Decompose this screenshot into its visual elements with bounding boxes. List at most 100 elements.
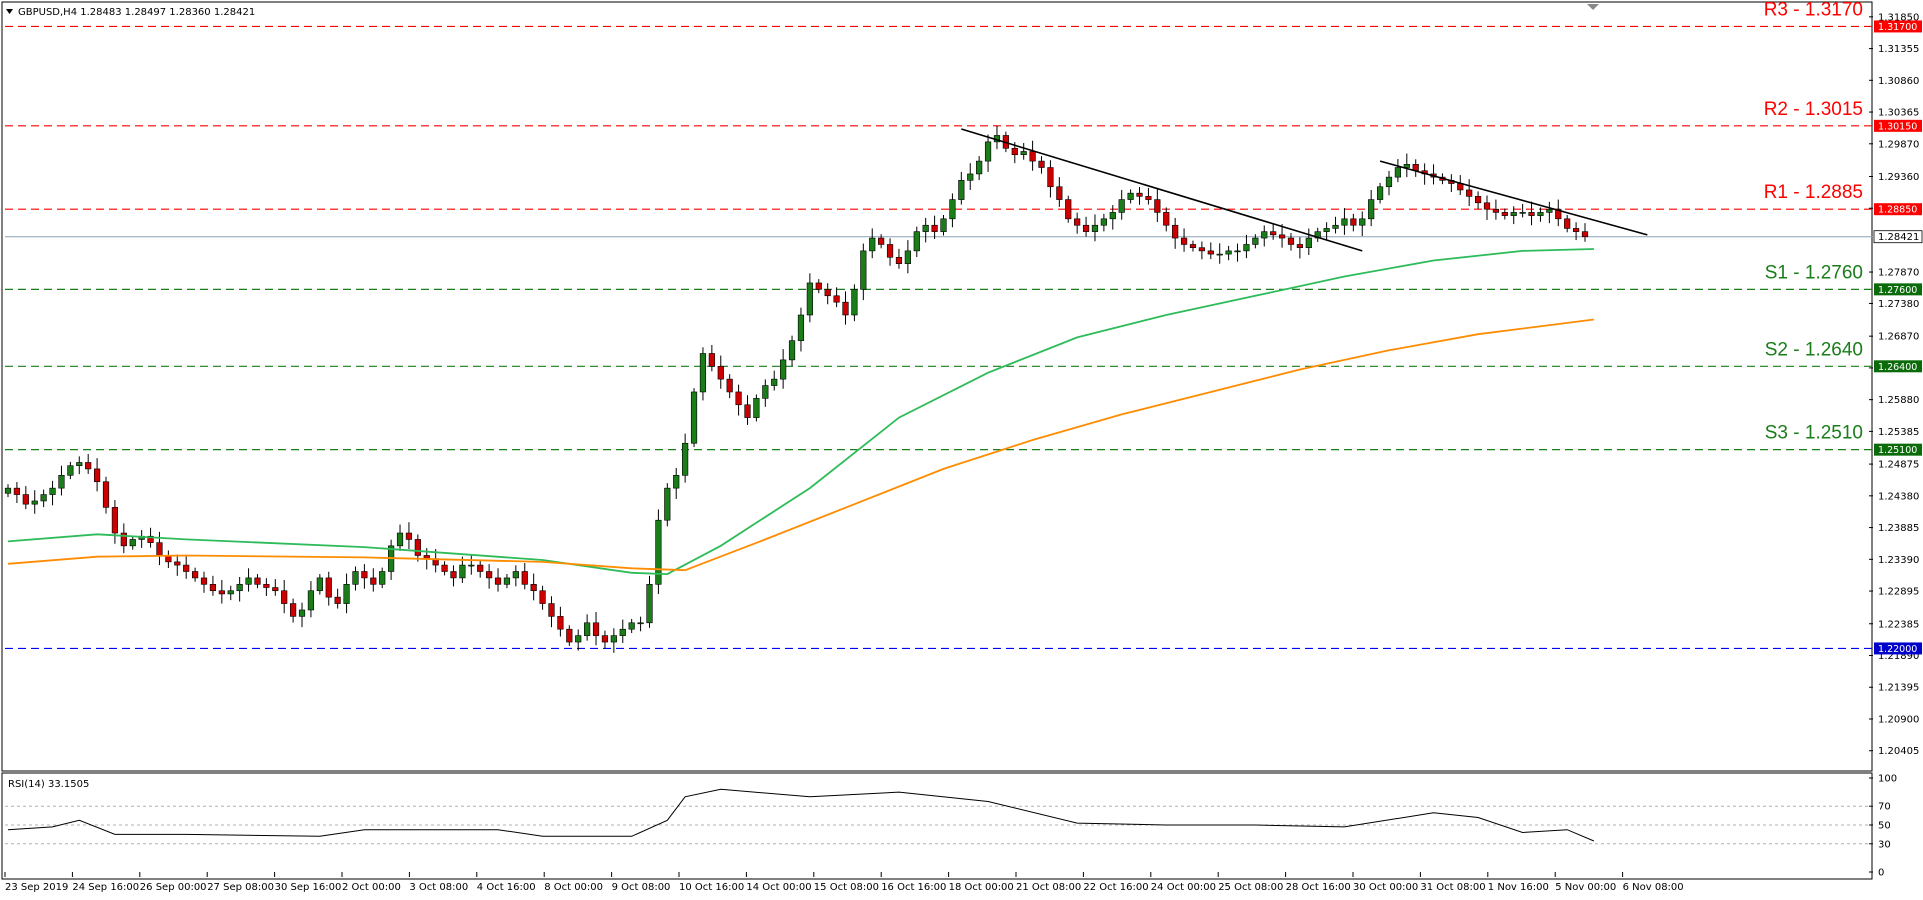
candle: [1207, 242, 1214, 260]
candle-body-down: [1555, 208, 1562, 220]
candle: [102, 476, 110, 514]
candle: [129, 535, 136, 550]
candle-body-up: [1519, 212, 1526, 214]
candle-body-down: [1528, 212, 1535, 216]
candle: [673, 468, 680, 499]
candle-body-up: [762, 385, 769, 399]
candle-body-down: [494, 577, 502, 585]
candle: [619, 619, 626, 643]
chart-menu-triangle-icon[interactable]: [6, 9, 13, 14]
candle-body-up: [575, 635, 582, 643]
candle: [860, 243, 867, 301]
candle: [753, 394, 760, 422]
candle: [352, 566, 359, 591]
candle: [1510, 206, 1517, 225]
y-tick-label: 1.21395: [1878, 683, 1919, 694]
candle: [1047, 160, 1054, 198]
candle-body-up: [851, 289, 858, 316]
candle-body-up: [459, 564, 466, 579]
candle: [76, 456, 83, 475]
candle: [1234, 243, 1241, 262]
candle-body-down: [530, 584, 537, 592]
level-pill-text-r2: 1.30150: [1878, 121, 1917, 132]
candle: [379, 567, 386, 589]
x-tick-label: 27 Sep 08:00: [207, 882, 274, 893]
candle: [682, 433, 689, 483]
candle: [984, 134, 992, 172]
candle: [334, 588, 341, 609]
candle: [40, 489, 47, 508]
candle-body-down: [1074, 218, 1081, 226]
candle: [174, 554, 181, 576]
candle: [414, 534, 421, 562]
rsi-tick-label: 0: [1878, 868, 1884, 879]
candle-body-up: [1234, 250, 1241, 253]
candle-body-up: [298, 609, 306, 617]
candle-body-down: [726, 378, 733, 393]
candle-body-up: [610, 635, 617, 643]
candle: [1243, 234, 1250, 259]
candle: [1163, 207, 1170, 232]
candle: [1359, 211, 1366, 237]
candle: [361, 564, 368, 589]
candle: [183, 555, 190, 579]
candle: [1564, 214, 1571, 233]
candle: [1082, 216, 1090, 237]
candle-body-down: [1082, 224, 1090, 232]
candle-body-up: [1118, 199, 1125, 213]
ma-fast-line: [7, 248, 1594, 576]
candle-body-up: [1537, 212, 1544, 216]
candle-body-down: [93, 468, 101, 483]
candle-body-down: [334, 596, 341, 604]
candle-body-down: [1564, 218, 1571, 229]
x-tick-label: 24 Oct 00:00: [1151, 882, 1216, 893]
candle: [307, 581, 315, 618]
y-tick-label: 1.22385: [1878, 619, 1919, 630]
candle-body-down: [1492, 208, 1500, 213]
candle: [254, 574, 261, 589]
candle-body-up: [628, 622, 635, 630]
candle: [370, 568, 377, 592]
level-pill-text-s3: 1.25100: [1878, 445, 1917, 456]
symbol-ohlc-text: GBPUSD,H4 1.28483 1.28497 1.28360 1.2842…: [18, 7, 255, 18]
candle-body-down: [548, 603, 555, 617]
candle: [1216, 243, 1223, 264]
candle: [1528, 201, 1535, 226]
candle: [1189, 240, 1197, 252]
candle-body-down: [450, 571, 457, 579]
candle-body-down: [601, 635, 609, 643]
candle-body-up: [1376, 186, 1384, 200]
candle: [468, 554, 475, 575]
chart-shift-marker-icon[interactable]: [1587, 4, 1599, 10]
candle-body-down: [1029, 151, 1036, 162]
candle-body-up: [984, 141, 992, 162]
candles: [4, 125, 1589, 653]
candle: [290, 598, 297, 623]
candle-body-down: [1056, 186, 1063, 200]
candle: [1252, 234, 1259, 249]
level-pill-floor: [1874, 642, 1922, 655]
candle: [521, 563, 528, 590]
candle: [405, 522, 413, 550]
candle: [1145, 187, 1152, 205]
candle-body-up: [780, 359, 787, 380]
candle: [1474, 191, 1482, 209]
moving-averages: [7, 248, 1595, 576]
candle: [111, 500, 119, 544]
candle: [1074, 212, 1081, 234]
candle: [1296, 237, 1303, 259]
level-pill-text-r1: 1.28850: [1878, 205, 1917, 216]
price-pills: 1.31700 1.30150 1.28850 1.27600 1.26400 1.251…: [1873, 20, 1923, 655]
candle-body-down: [521, 571, 528, 585]
candle: [726, 374, 733, 399]
candle-body-down: [183, 564, 190, 572]
candle: [192, 567, 199, 582]
candle: [1038, 156, 1045, 174]
candle: [1270, 223, 1277, 240]
candle: [815, 279, 822, 294]
candle-body-up: [699, 353, 707, 393]
x-tick-label: 25 Oct 08:00: [1218, 882, 1283, 893]
candle-body-down: [833, 295, 840, 303]
candle-body-down: [566, 628, 573, 643]
candle: [227, 585, 234, 601]
